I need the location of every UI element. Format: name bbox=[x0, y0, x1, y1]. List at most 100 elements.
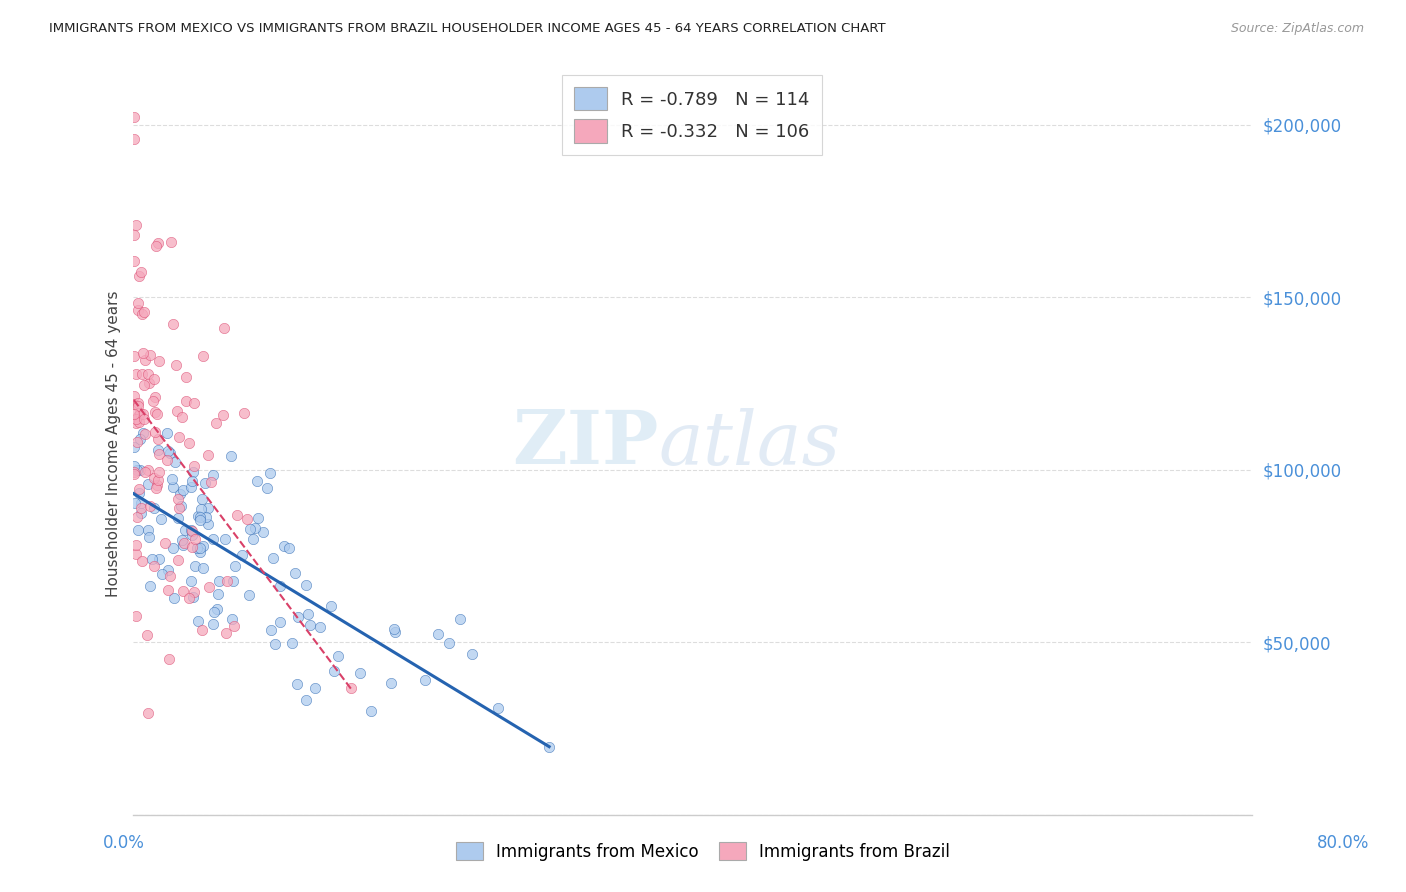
Point bbox=[181, 474, 204, 488]
Point bbox=[259, 467, 281, 481]
Point bbox=[122, 465, 145, 479]
Point bbox=[125, 608, 148, 623]
Point bbox=[184, 532, 207, 546]
Point bbox=[124, 496, 146, 510]
Point bbox=[180, 574, 202, 588]
Text: Source: ZipAtlas.com: Source: ZipAtlas.com bbox=[1230, 22, 1364, 36]
Point bbox=[180, 540, 202, 554]
Point bbox=[202, 616, 225, 631]
Point bbox=[122, 389, 145, 403]
Point bbox=[124, 397, 146, 411]
Point bbox=[132, 407, 155, 421]
Point bbox=[127, 302, 149, 317]
Point bbox=[321, 599, 343, 613]
Point bbox=[246, 511, 269, 525]
Text: 0.0%: 0.0% bbox=[103, 834, 145, 852]
Point bbox=[172, 483, 194, 498]
Point bbox=[217, 574, 239, 589]
Point bbox=[172, 533, 194, 547]
Point bbox=[162, 318, 184, 332]
Legend: R = -0.789   N = 114, R = -0.332   N = 106: R = -0.789 N = 114, R = -0.332 N = 106 bbox=[562, 75, 823, 155]
Point bbox=[129, 406, 152, 420]
Text: 80.0%: 80.0% bbox=[1316, 834, 1369, 852]
Point bbox=[160, 472, 183, 486]
Point bbox=[122, 131, 145, 145]
Point bbox=[187, 509, 209, 524]
Point bbox=[163, 591, 186, 606]
Point bbox=[174, 370, 197, 384]
Point bbox=[197, 517, 219, 532]
Point bbox=[139, 500, 162, 514]
Point bbox=[127, 523, 149, 537]
Legend: Immigrants from Mexico, Immigrants from Brazil: Immigrants from Mexico, Immigrants from … bbox=[450, 836, 956, 868]
Point bbox=[309, 620, 332, 634]
Point bbox=[145, 478, 167, 492]
Point bbox=[238, 588, 260, 602]
Point bbox=[169, 487, 191, 501]
Point bbox=[132, 426, 155, 441]
Point bbox=[148, 447, 170, 461]
Point bbox=[127, 434, 149, 449]
Point bbox=[177, 436, 200, 450]
Point bbox=[382, 622, 405, 636]
Point bbox=[427, 627, 450, 641]
Point bbox=[246, 474, 269, 488]
Point bbox=[156, 453, 179, 467]
Point bbox=[136, 706, 159, 720]
Point bbox=[143, 390, 166, 404]
Point bbox=[162, 541, 184, 555]
Point bbox=[242, 532, 264, 546]
Point bbox=[180, 480, 202, 494]
Point bbox=[239, 522, 262, 536]
Point bbox=[269, 615, 291, 629]
Point bbox=[135, 627, 157, 641]
Point bbox=[170, 499, 193, 513]
Point bbox=[295, 577, 318, 591]
Point bbox=[138, 530, 160, 544]
Point bbox=[187, 614, 209, 628]
Point bbox=[183, 459, 205, 474]
Point bbox=[125, 412, 148, 426]
Point bbox=[181, 528, 204, 542]
Point bbox=[202, 468, 225, 483]
Point bbox=[183, 465, 205, 479]
Point bbox=[221, 612, 243, 626]
Point bbox=[200, 475, 222, 489]
Point bbox=[125, 218, 148, 232]
Point bbox=[167, 430, 190, 444]
Point bbox=[129, 463, 152, 477]
Point bbox=[142, 394, 165, 409]
Point bbox=[439, 636, 461, 650]
Point bbox=[127, 396, 149, 410]
Point bbox=[180, 523, 202, 537]
Point bbox=[134, 426, 156, 441]
Point bbox=[212, 321, 235, 335]
Point bbox=[299, 617, 322, 632]
Point bbox=[197, 448, 219, 462]
Point bbox=[181, 590, 204, 604]
Point bbox=[285, 677, 308, 691]
Point bbox=[148, 354, 170, 368]
Point bbox=[191, 561, 214, 575]
Point bbox=[122, 349, 145, 363]
Point bbox=[172, 538, 194, 552]
Point bbox=[129, 432, 152, 446]
Point bbox=[349, 666, 371, 681]
Point bbox=[138, 376, 160, 391]
Point bbox=[340, 681, 363, 696]
Point bbox=[129, 500, 152, 515]
Point bbox=[538, 739, 561, 754]
Point bbox=[184, 558, 207, 573]
Text: atlas: atlas bbox=[658, 408, 841, 480]
Point bbox=[128, 409, 150, 424]
Point bbox=[159, 568, 181, 582]
Point bbox=[136, 463, 159, 477]
Point bbox=[211, 408, 233, 422]
Point bbox=[125, 462, 148, 476]
Point bbox=[252, 524, 274, 539]
Point bbox=[165, 359, 187, 373]
Point bbox=[384, 625, 406, 640]
Point bbox=[146, 432, 169, 446]
Point bbox=[173, 523, 195, 537]
Point bbox=[194, 475, 217, 490]
